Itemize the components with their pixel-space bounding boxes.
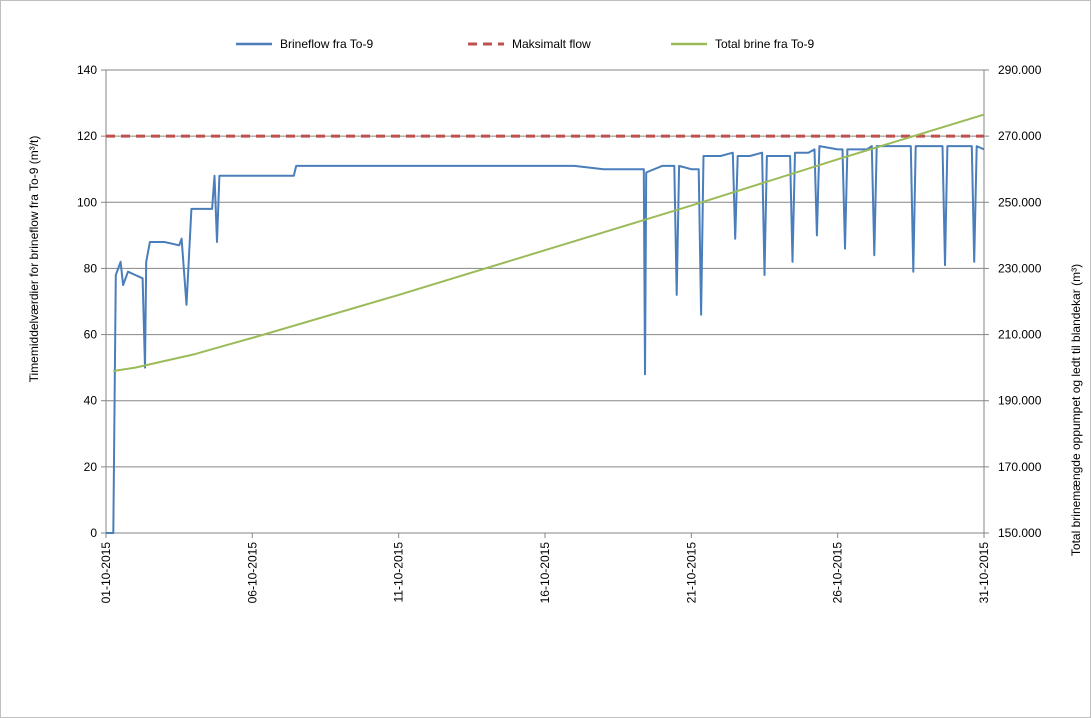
legend-label-total-brine: Total brine fra To-9 bbox=[715, 37, 814, 51]
legend: Brineflow fra To-9 Maksimalt flow Total … bbox=[236, 37, 814, 51]
x-tick-label: 31-10-2015 bbox=[977, 542, 991, 604]
y-tick-label: 140 bbox=[77, 63, 97, 77]
y-tick-label: 0 bbox=[90, 526, 97, 540]
y-tick-label: 80 bbox=[84, 261, 98, 275]
y-tick-label: 60 bbox=[84, 328, 98, 342]
x-tick-label: 06-10-2015 bbox=[245, 542, 259, 604]
y-tick-labels: 0 20 40 60 80 100 120 140 bbox=[77, 63, 97, 540]
x-tick-label: 01-10-2015 bbox=[99, 542, 113, 604]
y2-tick-label: 190.000 bbox=[998, 394, 1042, 408]
series-lines bbox=[106, 113, 985, 534]
x-tick-label: 16-10-2015 bbox=[538, 542, 552, 604]
y-tick-label: 100 bbox=[77, 195, 97, 209]
y2-tick-label: 150.000 bbox=[998, 526, 1042, 540]
x-tick-label: 26-10-2015 bbox=[831, 542, 845, 604]
series-line-brineflow bbox=[106, 145, 985, 534]
axes bbox=[101, 69, 989, 538]
y-tick-label: 120 bbox=[77, 129, 97, 143]
y2-tick-label: 170.000 bbox=[998, 460, 1042, 474]
y2-tick-label: 290.000 bbox=[998, 63, 1042, 77]
y2-tick-label: 250.000 bbox=[998, 195, 1042, 209]
gridlines bbox=[106, 69, 984, 468]
series-line-total-brine bbox=[113, 113, 985, 372]
y2-axis-title: Total brinemængde oppumpet og ledt til b… bbox=[1069, 264, 1083, 556]
y-axis-title: Timemiddelværdier for brineflow fra To-9… bbox=[27, 136, 41, 383]
y-tick-label: 20 bbox=[84, 460, 98, 474]
y2-tick-labels: 150.000 170.000 190.000 210.000 230.000 250.0… bbox=[998, 63, 1042, 540]
y2-tick-label: 210.000 bbox=[998, 328, 1042, 342]
x-tick-labels: 01-10-2015 06-10-2015 11-10-2015 16-10-2015… bbox=[99, 542, 991, 604]
y2-tick-label: 230.000 bbox=[998, 261, 1042, 275]
x-tick-label: 11-10-2015 bbox=[392, 542, 406, 603]
legend-label-brineflow: Brineflow fra To-9 bbox=[280, 37, 373, 51]
x-tick-label: 21-10-2015 bbox=[684, 542, 698, 604]
y-tick-label: 40 bbox=[84, 394, 98, 408]
legend-label-maksimalt-flow: Maksimalt flow bbox=[512, 37, 591, 51]
y2-tick-label: 270.000 bbox=[998, 129, 1042, 143]
